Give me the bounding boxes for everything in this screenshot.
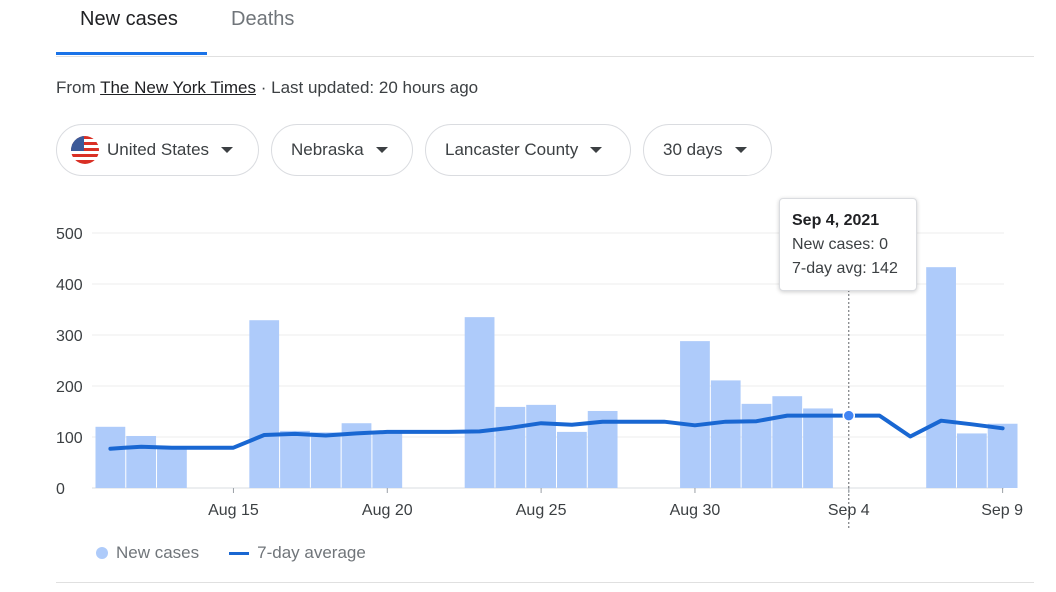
x-tick-label: Aug 15 <box>208 502 259 519</box>
us-flag-icon <box>71 136 99 164</box>
x-tick-label: Aug 20 <box>362 502 413 519</box>
x-tick-label: Aug 30 <box>670 502 721 519</box>
last-updated: · Last updated: 20 hours ago <box>260 78 479 97</box>
tooltip-date: Sep 4, 2021 <box>792 212 880 229</box>
tab-bar: New cases Deaths <box>56 0 1034 57</box>
bar-aug-18[interactable] <box>310 432 341 488</box>
legend-average: 7-day average <box>257 543 366 562</box>
chart-tooltip: Sep 4, 2021 New cases: 0 7-day avg: 142 <box>779 198 917 291</box>
bar-aug-30[interactable] <box>680 341 710 488</box>
country-dropdown[interactable]: United States <box>56 124 259 176</box>
active-tab-indicator <box>56 52 207 55</box>
bar-aug-13[interactable] <box>157 447 187 488</box>
bar-sep-2[interactable] <box>772 396 803 488</box>
county-label: Lancaster County <box>445 140 579 159</box>
source-link[interactable]: The New York Times <box>100 78 256 97</box>
y-tick-label: 400 <box>56 277 83 294</box>
bar-aug-16[interactable] <box>249 320 280 488</box>
legend-bar-swatch <box>96 547 108 559</box>
bar-sep-8[interactable] <box>956 433 987 488</box>
state-label: Nebraska <box>291 140 364 159</box>
range-label: 30 days <box>663 140 723 159</box>
bar-aug-25[interactable] <box>526 404 556 488</box>
bottom-divider <box>56 582 1034 583</box>
bar-aug-12[interactable] <box>126 435 157 488</box>
tooltip-new-cases: New cases: 0 <box>792 236 889 253</box>
bar-sep-7[interactable] <box>926 267 956 488</box>
county-dropdown[interactable]: Lancaster County <box>425 124 631 176</box>
source-prefix: From <box>56 78 96 97</box>
country-label: United States <box>107 140 210 159</box>
chevron-down-icon <box>375 147 388 153</box>
chart-legend: New cases 7-day average <box>96 543 366 563</box>
bar-sep-3[interactable] <box>803 408 833 488</box>
tab-new-cases[interactable]: New cases <box>80 8 178 30</box>
range-dropdown[interactable]: 30 days <box>643 124 772 176</box>
bar-sep-9[interactable] <box>987 423 1018 488</box>
source-line: From The New York Times · Last updated: … <box>56 78 478 98</box>
bar-aug-24[interactable] <box>495 406 526 488</box>
chevron-down-icon <box>221 147 234 153</box>
bar-aug-26[interactable] <box>557 431 587 488</box>
legend-line-swatch <box>229 551 250 555</box>
tab-deaths[interactable]: Deaths <box>231 8 295 30</box>
chevron-down-icon <box>590 147 603 153</box>
bar-aug-31[interactable] <box>710 380 741 488</box>
y-tick-label: 0 <box>56 481 65 498</box>
bar-aug-23[interactable] <box>464 317 495 488</box>
bar-aug-11[interactable] <box>95 426 126 488</box>
x-tick-label: Sep 4 <box>828 502 870 519</box>
y-tick-label: 200 <box>56 379 83 396</box>
legend-new-cases: New cases <box>116 543 200 562</box>
seven-day-average-line <box>108 413 1005 451</box>
bar-aug-20[interactable] <box>372 430 403 488</box>
tooltip-average: 7-day avg: 142 <box>792 260 898 277</box>
x-tick-label: Aug 25 <box>516 502 567 519</box>
y-tick-label: 500 <box>56 226 83 243</box>
y-tick-label: 300 <box>56 328 83 345</box>
bar-sep-1[interactable] <box>741 403 772 488</box>
x-tick-label: Sep 9 <box>981 502 1023 519</box>
hover-point <box>842 409 856 422</box>
state-dropdown[interactable]: Nebraska <box>271 124 413 176</box>
chevron-down-icon <box>734 147 747 153</box>
bar-aug-17[interactable] <box>280 430 310 488</box>
y-tick-label: 100 <box>56 430 83 447</box>
